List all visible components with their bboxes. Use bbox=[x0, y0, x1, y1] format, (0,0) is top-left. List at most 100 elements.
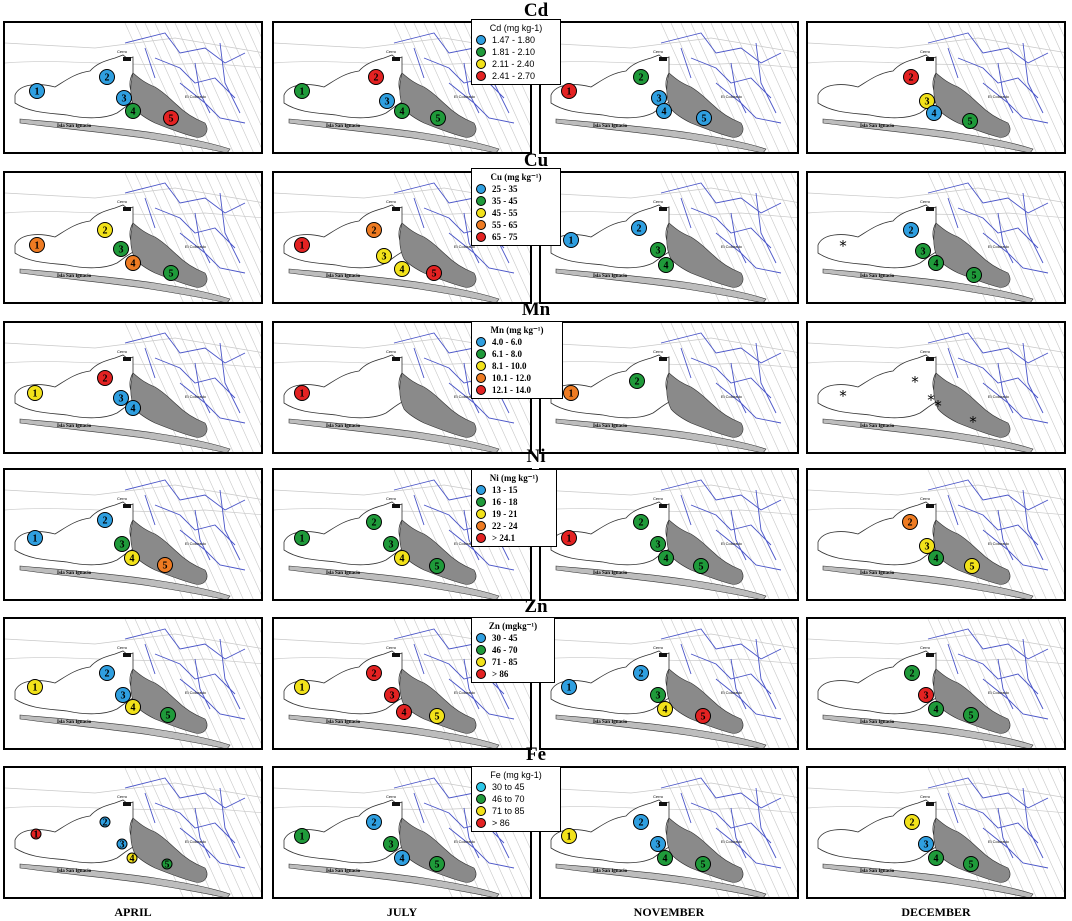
svg-text:1: 1 bbox=[567, 832, 572, 843]
map-base bbox=[541, 323, 797, 452]
svg-text:3: 3 bbox=[389, 840, 394, 851]
legend-title: Fe (mg kg-1) bbox=[490, 770, 542, 780]
colorado-label: El Colorado bbox=[185, 839, 207, 844]
svg-text:5: 5 bbox=[699, 562, 704, 573]
map-panel-ni-april: Isla San Ignacio Cerro El Colorado 1 2 3 4 5 bbox=[3, 468, 263, 601]
svg-text:2: 2 bbox=[372, 818, 377, 829]
map-panel-mn-april: Isla San Ignacio Cerro El Colorado 1 2 3 4 bbox=[3, 321, 263, 454]
legend-label: 35 - 45 bbox=[492, 196, 518, 206]
site-marker-3: 3 bbox=[383, 536, 399, 552]
legend-label: 2.41 - 2.70 bbox=[492, 71, 536, 81]
cerro-label: Cerro bbox=[920, 496, 931, 501]
island-label: Isla San Ignacio bbox=[326, 274, 361, 279]
legend-title: Zn (mgkg⁻¹) bbox=[488, 621, 538, 631]
map-base bbox=[808, 619, 1064, 748]
site-marker-2: 2 bbox=[633, 814, 649, 830]
cerro-label: Cerro bbox=[117, 794, 128, 799]
site-marker-2: 2 bbox=[633, 69, 649, 85]
legend-label: 2.11 - 2.40 bbox=[492, 59, 535, 69]
site-marker-2: 2 bbox=[99, 69, 115, 85]
map-base bbox=[541, 768, 797, 897]
site-marker-4: 4 bbox=[928, 550, 944, 566]
svg-text:1: 1 bbox=[300, 683, 305, 694]
legend-swatch bbox=[476, 59, 486, 69]
cerro-label: Cerro bbox=[653, 794, 664, 799]
map-panel-cd-november: Isla San Ignacio Cerro El Colorado 1 2 3 4 5 bbox=[539, 21, 799, 154]
map-base bbox=[5, 323, 261, 452]
site-marker-2: 2 bbox=[97, 512, 113, 528]
map-base bbox=[5, 23, 261, 152]
island-label: Isla San Ignacio bbox=[593, 869, 628, 874]
legend-label: 22 - 24 bbox=[492, 521, 518, 531]
row-title-fe: Fe bbox=[525, 744, 547, 765]
colorado-label: El Colorado bbox=[721, 541, 743, 546]
site-marker-5: 5 bbox=[693, 558, 709, 574]
legend-cu: Cu (mg kg⁻¹) 25 - 35 35 - 45 45 - 55 55 - 65… bbox=[471, 168, 561, 246]
legend-item: 6.1 - 8.0 bbox=[476, 348, 558, 360]
legend-label: 30 to 45 bbox=[492, 782, 525, 792]
site-marker-5: 5 bbox=[163, 110, 179, 126]
island-label: Isla San Ignacio bbox=[860, 424, 895, 429]
map-panel-fe-december: Isla San Ignacio Cerro El Colorado 2 3 4 5 bbox=[806, 766, 1066, 899]
site-marker-4: 4 bbox=[124, 550, 140, 566]
map-base bbox=[808, 173, 1064, 302]
svg-text:2: 2 bbox=[909, 226, 914, 237]
site-marker-3: 3 bbox=[650, 242, 666, 258]
site-marker-1: 1 bbox=[563, 232, 579, 248]
svg-text:4: 4 bbox=[402, 708, 407, 719]
legend-swatch bbox=[476, 806, 486, 816]
legend-item: 30 to 45 bbox=[476, 781, 556, 793]
legend-swatch bbox=[476, 208, 486, 218]
site-marker-1: 1 bbox=[27, 385, 43, 401]
colorado-label: El Colorado bbox=[988, 94, 1010, 99]
legend-label: 71 - 85 bbox=[492, 657, 518, 667]
map-base bbox=[808, 23, 1064, 152]
svg-text:5: 5 bbox=[169, 269, 174, 280]
colorado-label: El Colorado bbox=[454, 94, 476, 99]
site-marker-4: 4 bbox=[658, 257, 674, 273]
colorado-label: El Colorado bbox=[721, 690, 743, 695]
site-marker-1: 1 bbox=[27, 530, 43, 546]
svg-text:4: 4 bbox=[663, 705, 668, 716]
svg-text:2: 2 bbox=[374, 73, 379, 84]
colorado-label: El Colorado bbox=[454, 394, 476, 399]
site-marker-3: 3 bbox=[918, 836, 934, 852]
svg-text:4: 4 bbox=[934, 854, 939, 865]
site-marker-2: 2 bbox=[629, 373, 645, 389]
island-label: Isla San Ignacio bbox=[326, 124, 361, 129]
svg-text:3: 3 bbox=[119, 245, 124, 256]
island-label: Isla San Ignacio bbox=[326, 720, 361, 725]
cerro-label: Cerro bbox=[920, 645, 931, 650]
svg-text:4: 4 bbox=[131, 107, 136, 118]
svg-text:4: 4 bbox=[131, 259, 136, 270]
legend-label: 16 - 18 bbox=[492, 497, 518, 507]
site-marker-5: 5 bbox=[426, 265, 442, 281]
site-marker-3: 3 bbox=[113, 390, 129, 406]
site-marker-1: 1 bbox=[561, 828, 577, 844]
svg-text:1: 1 bbox=[35, 87, 40, 98]
site-marker-2: 2 bbox=[904, 814, 920, 830]
site-marker-2: 2 bbox=[633, 665, 649, 681]
site-marker-5: 5 bbox=[966, 267, 982, 283]
legend-label: 1.81 - 2.10 bbox=[492, 47, 536, 57]
island-label: Isla San Ignacio bbox=[57, 869, 92, 874]
svg-text:3: 3 bbox=[925, 542, 930, 553]
legend-swatch bbox=[476, 196, 486, 206]
legend-label: 25 - 35 bbox=[492, 184, 518, 194]
colorado-label: El Colorado bbox=[454, 690, 476, 695]
legend-item: 71 - 85 bbox=[476, 656, 550, 668]
site-marker-5: 5 bbox=[160, 707, 176, 723]
site-marker-4: 4 bbox=[125, 255, 141, 271]
map-base bbox=[5, 173, 261, 302]
site-marker-3: 3 bbox=[650, 536, 666, 552]
legend-label: > 86 bbox=[492, 669, 509, 679]
site-marker-2: 2 bbox=[366, 222, 382, 238]
cerro-label: Cerro bbox=[386, 349, 397, 354]
cerro-label: Cerro bbox=[920, 199, 931, 204]
row-title-mn: Mn bbox=[521, 299, 551, 320]
legend-swatch bbox=[476, 521, 486, 531]
svg-text:3: 3 bbox=[382, 252, 387, 263]
map-base bbox=[541, 23, 797, 152]
site-marker-5: 5 bbox=[695, 708, 711, 724]
svg-text:5: 5 bbox=[435, 712, 440, 723]
